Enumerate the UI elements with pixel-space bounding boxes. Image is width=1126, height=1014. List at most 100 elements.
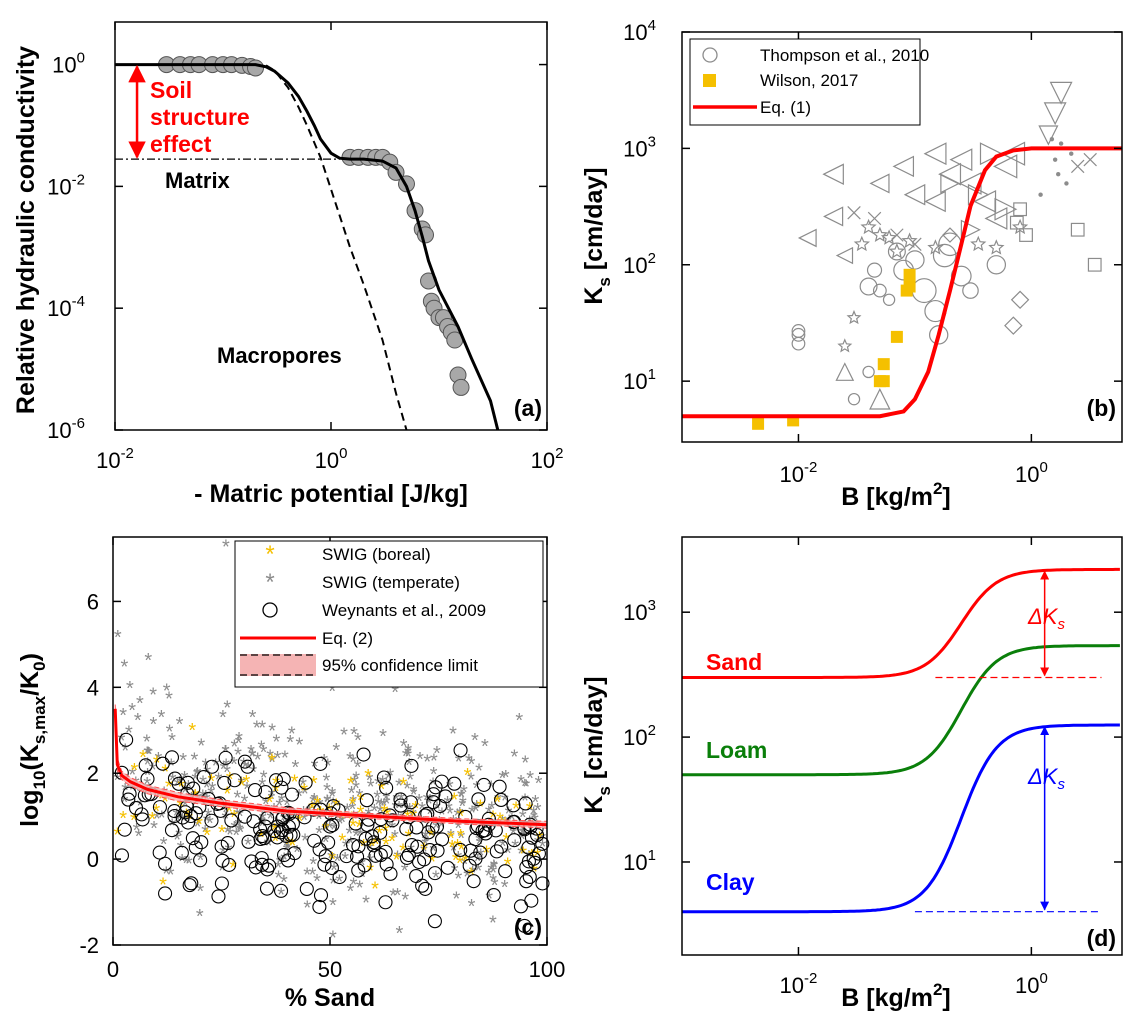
swig-point: * [220,759,228,781]
swig-point: * [326,818,334,840]
legend-confidence-swatch [240,654,316,676]
swig-point: * [295,786,303,808]
swig-point: * [432,818,440,840]
swig-point: * [518,829,526,851]
swig-point: * [330,819,338,841]
thompson-point [859,277,878,296]
swig-point: * [517,772,525,794]
swig-point: * [126,678,134,700]
swig-point: * [458,796,466,818]
swig-point: * [429,774,437,796]
swig-point: * [257,737,265,759]
weynants-point [521,840,536,855]
swig-point: * [375,823,383,845]
weynants-point [399,850,414,865]
swig-point: * [535,773,543,795]
swig-point: * [329,895,337,917]
thompson-point [872,283,887,298]
swig-point: * [324,755,332,777]
swig-point: * [358,867,366,889]
panel-c-ylabel: log10(Ks,max/K0) [16,653,49,827]
macropores-curve [265,64,408,431]
confidence-lower [114,713,548,829]
swig-point: * [332,796,340,818]
swig-point: * [526,799,534,821]
swig-point: * [423,751,431,773]
swig-point: * [218,860,226,882]
weynants-point [117,822,132,837]
swig-point: * [176,714,184,736]
weynants-point [255,829,270,844]
swig-point: * [323,780,331,802]
swig-point: * [274,858,282,880]
weynants-point [274,780,289,795]
swig-point: * [144,650,152,672]
swig-point: * [299,775,307,797]
swig-point: * [229,857,237,879]
weynants-point [284,787,300,802]
y-tick-label: 4 [87,675,99,700]
legend-confidence-label: 95% confidence limit [322,656,478,675]
weynants-point [468,851,483,866]
swig-point: * [329,927,337,949]
thompson-point [791,324,806,338]
weynants-point [522,869,537,885]
swig-point: * [382,775,390,797]
wilson-point [752,417,765,430]
swig-point: * [489,807,497,829]
swig-point: * [380,796,388,818]
thompson-point [986,255,1007,275]
weynants-point [332,870,347,885]
swig-point: * [291,757,299,779]
swig-point: * [191,769,199,791]
weynants-point [325,818,340,833]
swig-point: * [354,809,362,831]
swig-point: * [352,778,360,800]
thompson-point [970,235,987,252]
thompson-point [860,218,877,235]
thompson-point [1010,290,1030,310]
swig-point: * [238,775,246,797]
swig-point: * [412,798,420,820]
swig-point: * [475,761,483,783]
legend-eq2-label: Eq. (2) [322,629,373,648]
svg-text:Ks [cm/day]: Ks [cm/day] [580,167,614,304]
weynants-point [259,881,275,896]
panel-d-frame [681,536,1123,956]
swig-point: * [509,824,517,846]
swig-point: * [280,872,288,894]
swig-point: * [388,818,396,840]
swig-point: * [473,797,481,819]
y-tick-label: 101 [623,366,656,394]
swig-point: * [168,730,176,752]
weynants-point [492,779,507,794]
swig-point: * [218,822,226,844]
swig-point: * [165,688,173,710]
swig-point: * [166,722,174,744]
swig-point: * [222,802,230,824]
thompson-point [869,173,890,194]
weynants-point [489,844,504,859]
swig-point: * [258,717,266,739]
thompson-point [1004,316,1023,335]
swig-point: * [476,834,484,856]
swig-point: * [348,783,356,805]
swig-point: * [455,752,463,774]
thompson-point [905,250,925,270]
swig-point: * [149,759,157,781]
swig-point: * [477,796,485,818]
swig-point: * [222,756,230,778]
swig-point: * [114,627,122,649]
thompson-point [1052,157,1058,162]
swig-point: * [481,736,489,758]
swig-point: * [131,760,139,782]
weynants-point [422,843,437,858]
swig-point: * [364,766,372,788]
swig-point: * [266,747,274,769]
swig-point: * [175,826,183,848]
weynants-point [447,776,462,791]
swig-point: * [153,752,161,774]
y-tick-label: 10-6 [47,415,85,443]
weynants-point [214,839,229,854]
svg-text:B [kg/m2]: B [kg/m2] [841,980,950,1012]
